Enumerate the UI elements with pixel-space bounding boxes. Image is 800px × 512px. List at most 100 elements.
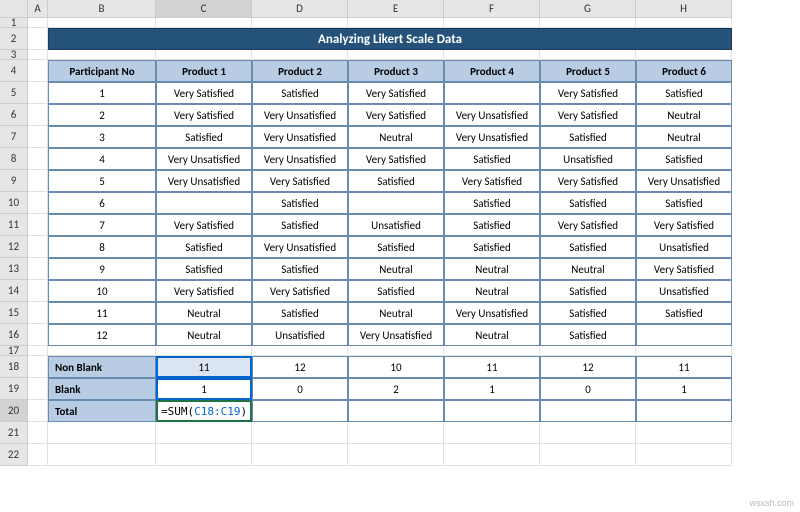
col-header-D[interactable]: D	[252, 0, 348, 18]
data-cell[interactable]: Very Satisfied	[540, 214, 636, 236]
summary-nonblank[interactable]: 11	[444, 356, 540, 378]
summary-total[interactable]	[348, 400, 444, 422]
row-header-19[interactable]: 19	[0, 378, 28, 400]
row-header-13[interactable]: 13	[0, 258, 28, 280]
data-cell[interactable]: Neutral	[636, 126, 732, 148]
cell[interactable]	[28, 356, 48, 378]
data-cell[interactable]: Satisfied	[540, 324, 636, 346]
table-header[interactable]: Participant No	[48, 60, 156, 82]
data-cell[interactable]: 1	[48, 82, 156, 104]
data-cell[interactable]: 3	[48, 126, 156, 148]
cell[interactable]	[28, 126, 48, 148]
table-header[interactable]: Product 3	[348, 60, 444, 82]
data-cell[interactable]: Satisfied	[156, 236, 252, 258]
data-cell[interactable]	[348, 192, 444, 214]
data-cell[interactable]: Very Satisfied	[348, 82, 444, 104]
cell[interactable]	[28, 324, 48, 346]
data-cell[interactable]: Satisfied	[636, 302, 732, 324]
data-cell[interactable]: Very Unsatisfied	[348, 324, 444, 346]
cell[interactable]	[348, 346, 444, 356]
cell[interactable]	[28, 60, 48, 82]
formula-cell[interactable]: =SUM(C18:C19)	[156, 400, 252, 422]
cell[interactable]	[156, 18, 252, 28]
cell[interactable]	[48, 18, 156, 28]
cell[interactable]	[28, 422, 48, 444]
data-cell[interactable]: 11	[48, 302, 156, 324]
data-cell[interactable]: Neutral	[156, 302, 252, 324]
cell[interactable]	[28, 236, 48, 258]
summary-blank[interactable]: 2	[348, 378, 444, 400]
data-cell[interactable]	[636, 324, 732, 346]
data-cell[interactable]: Very Satisfied	[156, 104, 252, 126]
data-cell[interactable]: Very Satisfied	[348, 148, 444, 170]
cell[interactable]	[636, 18, 732, 28]
data-cell[interactable]: Very Unsatisfied	[156, 148, 252, 170]
data-cell[interactable]: Very Unsatisfied	[252, 126, 348, 148]
data-cell[interactable]: 12	[48, 324, 156, 346]
cell[interactable]	[636, 422, 732, 444]
row-header-17[interactable]: 17	[0, 346, 28, 356]
data-cell[interactable]: Neutral	[444, 280, 540, 302]
data-cell[interactable]: Unsatisfied	[636, 280, 732, 302]
summary-nonblank[interactable]: 11	[636, 356, 732, 378]
summary-label-total[interactable]: Total	[48, 400, 156, 422]
data-cell[interactable]: Satisfied	[444, 236, 540, 258]
row-header-2[interactable]: 2	[0, 28, 28, 50]
data-cell[interactable]: Satisfied	[540, 280, 636, 302]
data-cell[interactable]: Satisfied	[252, 82, 348, 104]
cell[interactable]	[636, 444, 732, 466]
row-header-16[interactable]: 16	[0, 324, 28, 346]
cell[interactable]	[28, 378, 48, 400]
data-cell[interactable]: Satisfied	[444, 214, 540, 236]
data-cell[interactable]: Very Unsatisfied	[252, 148, 348, 170]
col-header-B[interactable]: B	[48, 0, 156, 18]
cell[interactable]	[28, 400, 48, 422]
data-cell[interactable]	[444, 82, 540, 104]
data-cell[interactable]: Neutral	[444, 258, 540, 280]
data-cell[interactable]: Satisfied	[444, 148, 540, 170]
summary-label-nonblank[interactable]: Non Blank	[48, 356, 156, 378]
summary-total[interactable]	[444, 400, 540, 422]
cell[interactable]	[636, 346, 732, 356]
summary-nonblank[interactable]: 12	[540, 356, 636, 378]
cell[interactable]	[156, 444, 252, 466]
cell[interactable]	[252, 346, 348, 356]
data-cell[interactable]: Very Satisfied	[348, 104, 444, 126]
data-cell[interactable]: Neutral	[444, 324, 540, 346]
summary-nonblank[interactable]: 12	[252, 356, 348, 378]
row-header-14[interactable]: 14	[0, 280, 28, 302]
data-cell[interactable]: Unsatisfied	[636, 236, 732, 258]
cell[interactable]	[540, 422, 636, 444]
cell[interactable]	[348, 444, 444, 466]
data-cell[interactable]: Satisfied	[636, 148, 732, 170]
data-cell[interactable]: Satisfied	[252, 192, 348, 214]
row-header-3[interactable]: 3	[0, 50, 28, 60]
data-cell[interactable]: Satisfied	[252, 302, 348, 324]
cell[interactable]	[28, 104, 48, 126]
col-header-E[interactable]: E	[348, 0, 444, 18]
data-cell[interactable]: Very Satisfied	[540, 170, 636, 192]
cell[interactable]	[444, 18, 540, 28]
data-cell[interactable]: Neutral	[348, 126, 444, 148]
summary-nonblank[interactable]: 11	[156, 356, 252, 378]
title-bar[interactable]: Analyzing Likert Scale Data	[48, 28, 732, 50]
cell[interactable]	[252, 18, 348, 28]
summary-label-blank[interactable]: Blank	[48, 378, 156, 400]
data-cell[interactable]: Neutral	[348, 258, 444, 280]
row-header-10[interactable]: 10	[0, 192, 28, 214]
data-cell[interactable]: Very Unsatisfied	[444, 302, 540, 324]
data-cell[interactable]: Very Unsatisfied	[444, 104, 540, 126]
data-cell[interactable]: Very Unsatisfied	[444, 126, 540, 148]
row-header-11[interactable]: 11	[0, 214, 28, 236]
data-cell[interactable]: 7	[48, 214, 156, 236]
summary-blank[interactable]: 0	[540, 378, 636, 400]
data-cell[interactable]: Satisfied	[252, 214, 348, 236]
row-header-22[interactable]: 22	[0, 444, 28, 466]
data-cell[interactable]: Very Satisfied	[156, 82, 252, 104]
cell[interactable]	[252, 422, 348, 444]
data-cell[interactable]: Very Satisfied	[444, 170, 540, 192]
cell[interactable]	[540, 18, 636, 28]
col-header-G[interactable]: G	[540, 0, 636, 18]
summary-blank[interactable]: 0	[252, 378, 348, 400]
cell[interactable]	[444, 422, 540, 444]
